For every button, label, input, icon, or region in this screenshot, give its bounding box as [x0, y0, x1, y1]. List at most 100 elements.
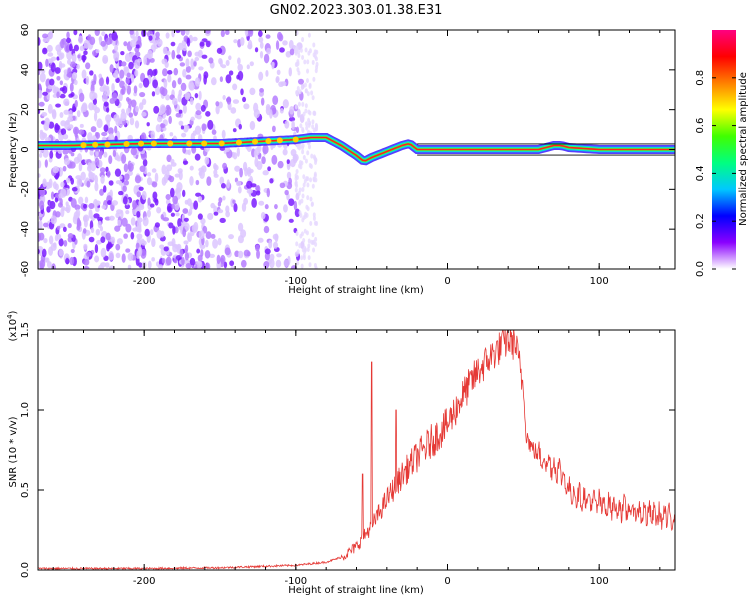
noise-speck [142, 158, 148, 167]
noise-speck [219, 76, 223, 83]
noise-speck [209, 253, 215, 259]
noise-speck [187, 50, 192, 58]
noise-speck [306, 59, 310, 65]
noise-speck [210, 202, 216, 209]
noise-speck [38, 37, 41, 46]
noise-speck [308, 262, 312, 268]
noise-speck [42, 47, 48, 55]
noise-speck [269, 258, 275, 269]
noise-speck [166, 106, 172, 116]
noise-speck [56, 56, 60, 61]
noise-speck [151, 168, 157, 173]
noise-speck [142, 77, 150, 88]
colorbar-gradient [712, 30, 736, 269]
noise-speck [288, 67, 293, 77]
noise-speck [61, 38, 67, 45]
noise-speck [119, 175, 123, 180]
y-tick-label: 40 [20, 63, 31, 76]
noise-speck [182, 68, 187, 78]
noise-speck [213, 211, 219, 216]
noise-speck [258, 36, 264, 43]
noise-speck [50, 215, 57, 225]
noise-speck [304, 108, 308, 114]
noise-speck [306, 91, 310, 97]
noise-speck [48, 235, 54, 245]
noise-speck [272, 233, 279, 240]
noise-speck [115, 243, 121, 251]
noise-speck [307, 32, 311, 38]
noise-speck [104, 262, 110, 268]
snr-x-ticks: -200 -100 0 100 [52, 330, 661, 587]
noise-speck [88, 171, 94, 180]
noise-speck [165, 164, 173, 172]
noise-speck [41, 112, 48, 117]
noise-speck [304, 88, 308, 94]
noise-speck [89, 90, 96, 101]
noise-speck [70, 198, 77, 208]
noise-speck [52, 166, 59, 174]
noise-speck [238, 123, 242, 130]
noise-speck [262, 144, 269, 155]
noise-speck [140, 132, 147, 141]
noise-speck [188, 208, 193, 215]
snr-y-axis-label: SNR (10 * v/v) [8, 416, 19, 487]
noise-speck [269, 109, 273, 119]
noise-speck [64, 42, 71, 53]
noise-speck [299, 164, 303, 170]
noise-speck [136, 191, 142, 198]
noise-speck [218, 101, 223, 109]
noise-speck [213, 169, 218, 176]
noise-speck [200, 249, 204, 257]
chart-title: GN02.2023.303.01.38.E31 [270, 3, 443, 18]
noise-speck [225, 74, 232, 84]
noise-speck [233, 203, 238, 213]
noise-speck [137, 246, 143, 257]
noise-speck [127, 264, 132, 269]
noise-speck [237, 63, 243, 72]
noise-speck [299, 123, 303, 129]
noise-speck [260, 97, 265, 106]
noise-speck [47, 52, 54, 57]
noise-speck [182, 104, 187, 114]
noise-speck [62, 226, 67, 232]
noise-speck [185, 74, 192, 80]
noise-speck [93, 111, 98, 122]
noise-speck [143, 55, 147, 65]
noise-speck [303, 228, 307, 234]
noise-speck [205, 262, 211, 269]
noise-speck [41, 248, 47, 258]
noise-speck [169, 132, 174, 137]
noise-speck [83, 203, 88, 209]
x-tick-label: 0 [444, 576, 450, 587]
ridge-peak-dot [80, 142, 87, 149]
noise-speck [149, 203, 155, 208]
noise-speck [303, 247, 307, 253]
noise-speck [280, 81, 287, 87]
noise-speck [217, 237, 222, 246]
noise-speck [171, 203, 175, 210]
noise-speck [182, 44, 187, 52]
noise-speck [306, 68, 310, 74]
noise-speck [103, 124, 109, 132]
noise-speck [184, 251, 189, 261]
noise-speck [82, 228, 87, 234]
snr-plot-area [38, 330, 675, 570]
noise-speck [135, 256, 140, 266]
noise-speck [277, 160, 284, 169]
noise-speck [306, 150, 310, 156]
noise-speck [307, 255, 311, 261]
noise-speck [100, 174, 105, 185]
noise-speck [60, 128, 67, 136]
x-tick-label: 0 [444, 276, 450, 287]
noise-speck [297, 108, 301, 118]
noise-speck [147, 260, 152, 269]
noise-speck [139, 165, 146, 173]
noise-speck [282, 148, 288, 156]
noise-speck [114, 44, 119, 52]
noise-speck [188, 82, 195, 91]
y-tick-label: -20 [20, 181, 31, 197]
noise-speck [249, 87, 256, 96]
y-tick-label: 20 [20, 103, 31, 116]
noise-speck [312, 42, 316, 48]
x-tick-label: 100 [590, 276, 609, 287]
